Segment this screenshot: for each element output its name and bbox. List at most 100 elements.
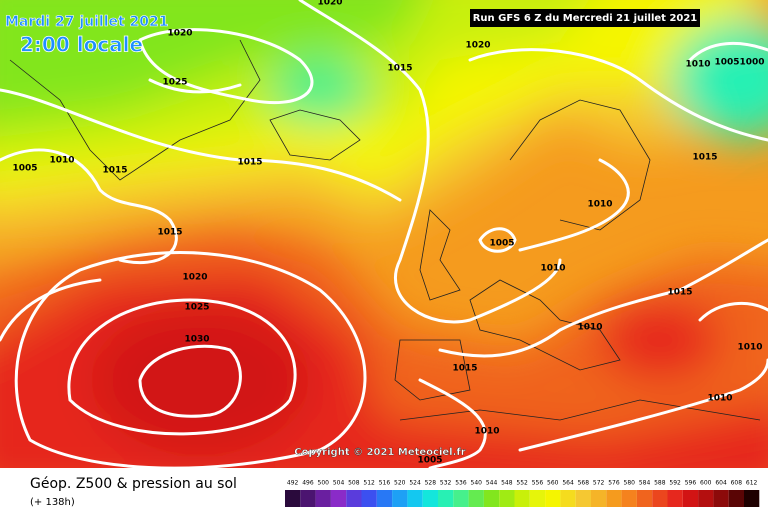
scale-label: 604 [715,480,727,487]
isobar-label: 1025 [184,303,209,313]
scale-label: 580 [624,480,636,487]
isobar-label: 1020 [317,0,342,8]
isobar-label: 1010 [474,427,499,437]
isobar-label: 1010 [49,156,74,166]
isobar-label: 1015 [387,64,412,74]
scale-swatch [376,490,393,507]
scale-label: 512 [363,480,375,487]
scale-label: 516 [379,480,391,487]
z500-field [0,0,768,500]
scale-label: 612 [746,480,758,487]
local-time: 2:00 locale [20,33,143,57]
isobar-label: 1020 [167,29,192,39]
isobar-label: 1025 [162,78,187,88]
scale-label: 536 [455,480,467,487]
scale-swatch [361,490,377,507]
isobar-label: 1030 [184,335,209,345]
scale-label: 560 [547,480,559,487]
isobar-label: 1005 [714,58,739,68]
scale-swatch [514,490,530,507]
scale-label: 592 [669,480,681,487]
isobar-label: 1000 [739,58,764,68]
scale-label: 588 [654,480,666,487]
scale-swatch [438,490,454,507]
scale-swatch [575,490,591,507]
scale-label: 528 [425,480,437,487]
scale-swatch [713,490,729,507]
isobar-label: 1010 [707,394,732,404]
scale-label: 608 [731,480,743,487]
isobar-label: 1015 [452,364,477,374]
isobar-label: 1015 [692,153,717,163]
scale-swatch [728,490,744,507]
scale-label: 520 [394,480,406,487]
scale-swatch [744,490,760,507]
scale-swatch [422,490,438,507]
lead-time: (+ 138h) [30,497,75,508]
isobars [0,0,768,452]
scale-swatch [682,490,699,507]
scale-label: 540 [471,480,483,487]
coastlines [9,39,761,421]
isobar-label: 1005 [417,456,442,466]
isobar-label: 1010 [685,60,710,70]
scale-label: 492 [287,480,299,487]
scale-swatch [606,490,622,507]
isobar-label: 1010 [587,200,612,210]
scale-swatch [346,490,362,507]
isobar-label: 1005 [12,164,37,174]
scale-swatch [529,490,546,507]
scale-label: 596 [685,480,697,487]
scale-swatch [560,490,576,507]
isobar-label: 1010 [577,323,602,333]
scale-label: 576 [608,480,620,487]
scale-label: 544 [486,480,498,487]
isobar-label: 1015 [157,228,182,238]
scale-swatch [545,490,561,507]
date: Mardi 27 juillet 2021 [5,14,169,30]
scale-label: 564 [562,480,574,487]
scale-label: 584 [639,480,651,487]
scale-label: 500 [318,480,330,487]
scale-swatch [667,490,683,507]
isobar-label: 1005 [489,239,514,249]
scale-label: 524 [409,480,421,487]
isobar-label: 1015 [237,158,262,168]
scale-swatch [698,490,714,507]
scale-swatch [453,490,469,507]
scale-label: 568 [578,480,590,487]
run-info: Run GFS 6 Z du Mercredi 21 juillet 2021 [473,13,698,24]
scale-swatch [621,490,637,507]
isobar-label: 1015 [667,288,692,298]
scale-swatch [300,490,316,507]
scale-swatch [499,490,515,507]
isobar-label: 1015 [102,166,127,176]
isobar-labels: 1020 1020 1025 1015 1020 1005 1010 1015 1015 1015… [12,0,764,466]
isobar-label: 1020 [182,273,207,283]
scale-label: 504 [333,480,345,487]
scale-swatch [652,490,668,507]
isobar-label: 1010 [540,264,565,274]
scale-swatch [330,490,347,507]
scale-label: 496 [302,480,314,487]
scale-swatch [285,490,301,507]
scale-label: 548 [501,480,513,487]
scale-label: 552 [516,480,528,487]
run-box [470,9,700,27]
scale-label: 508 [348,480,360,487]
scale-label: 532 [440,480,452,487]
scale-swatch [591,490,607,507]
isobar-label: 1010 [737,343,762,353]
scale-swatch [392,490,408,507]
color-scale: 492 496 500 504 508 512 516 520 524 528 532 536 540 5… [285,480,760,507]
scale-swatch [315,490,331,507]
scale-label: 556 [532,480,544,487]
scale-label: 600 [700,480,712,487]
scale-swatch [483,490,500,507]
scale-label: 572 [593,480,605,487]
scale-swatch [468,490,484,507]
copyright: Copyright © 2021 Meteociel.fr [294,447,465,458]
isobar-label: 1020 [465,41,490,51]
scale-swatch [636,490,653,507]
